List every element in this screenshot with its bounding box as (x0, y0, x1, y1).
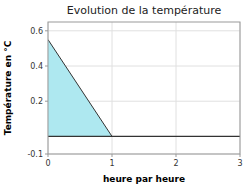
plot-frame (48, 22, 240, 154)
x-tick-label: 3 (237, 159, 242, 168)
y-tick-label: -0.1 (27, 150, 43, 159)
grid-line-y (48, 30, 240, 31)
area (48, 40, 112, 137)
title: Evolution de la température (67, 4, 222, 17)
y-tick (45, 66, 48, 67)
area-line (48, 40, 112, 137)
grid-line-x (112, 22, 113, 154)
zero-line (48, 136, 240, 137)
y-tick (45, 30, 48, 31)
x-tick (176, 154, 177, 157)
y-tick-label: 0.6 (30, 27, 43, 36)
y-axis-label: Température en °C (3, 40, 13, 135)
x-tick (240, 154, 241, 157)
y-tick (45, 154, 48, 155)
grid-line-x (176, 22, 177, 154)
x-tick-label: 1 (109, 159, 114, 168)
chart: 0 1 2 3 -0.1 0.2 0.4 0.6 Evolution de la tempéra… (0, 0, 250, 188)
plot-background (48, 22, 240, 154)
x-tick (112, 154, 113, 157)
y-tick (45, 101, 48, 102)
grid-line-y (48, 66, 240, 67)
x-axis-label: heure par heure (103, 174, 185, 184)
plot-area (48, 40, 240, 137)
y-tick-label: 0.2 (30, 97, 43, 106)
x-tick-label: 0 (45, 159, 50, 168)
y-tick-label: 0.4 (30, 62, 43, 71)
x-tick-label: 2 (173, 159, 178, 168)
